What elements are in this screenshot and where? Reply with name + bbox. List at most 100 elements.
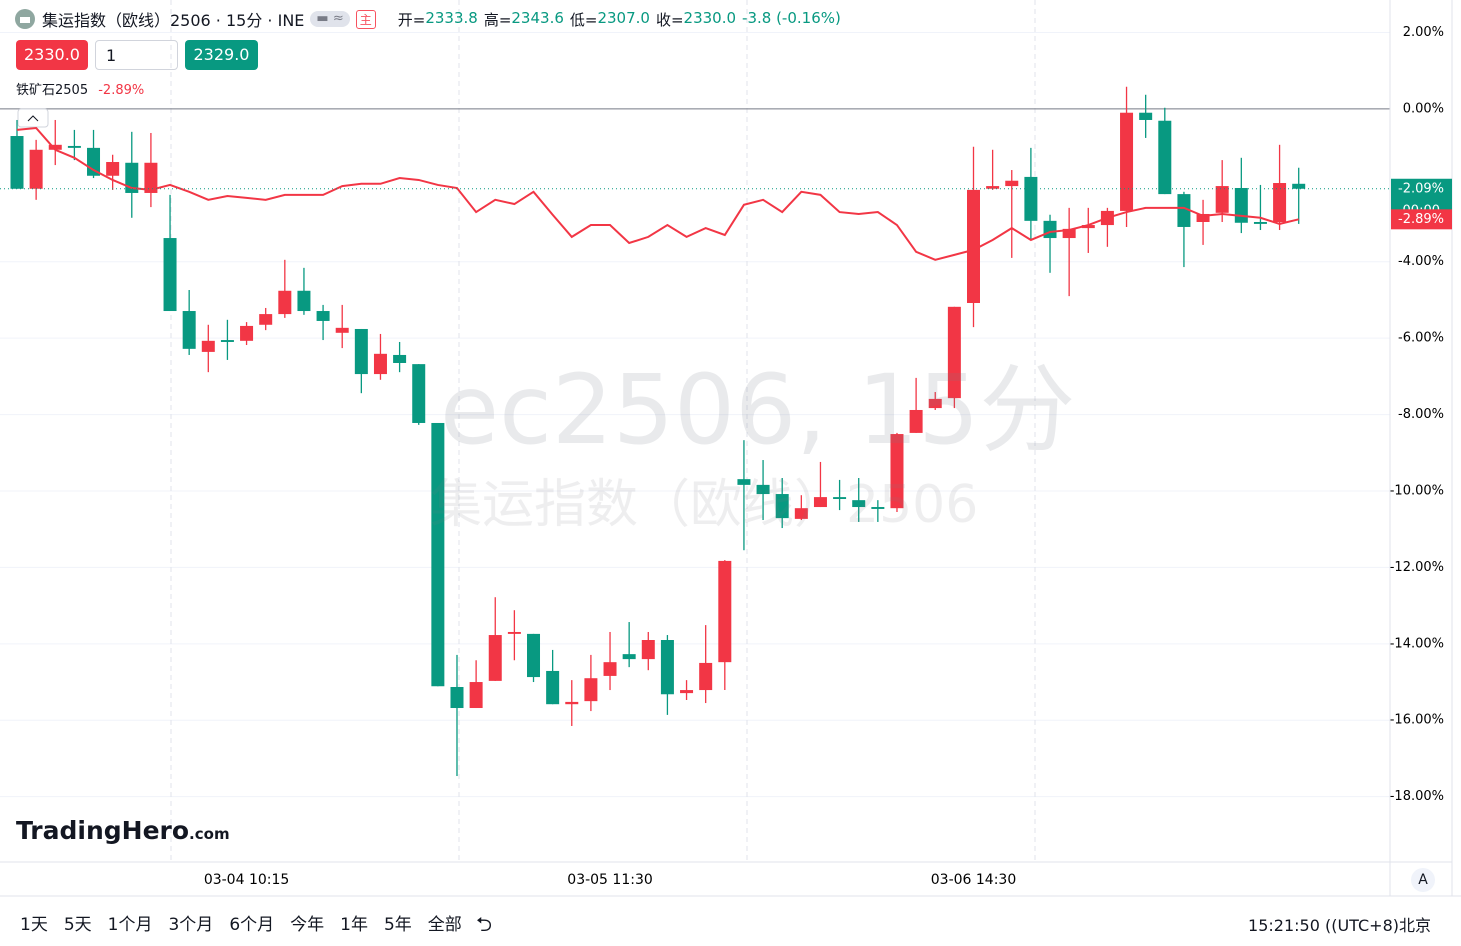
- ohlc-label: 高=: [483, 10, 512, 29]
- candle-body: [354, 328, 368, 375]
- ohlc-value: 2343.6: [511, 8, 564, 27]
- buy-button[interactable]: 2329.0: [185, 40, 258, 70]
- period-button[interactable]: 1个月: [107, 915, 153, 935]
- collapse-button: [17, 108, 49, 128]
- candle-body: [431, 422, 445, 687]
- candle-body: [660, 640, 674, 695]
- candle-body: [240, 325, 254, 341]
- compare-legend: 铁矿石2505 -2.89%: [16, 79, 144, 98]
- candle-body: [412, 364, 426, 423]
- ohlc-value: 2330.0: [683, 8, 737, 27]
- logo-suffix: .com: [189, 825, 230, 843]
- candle-body: [794, 508, 808, 519]
- period-button[interactable]: 6个月: [229, 915, 275, 935]
- candle-body: [718, 560, 732, 663]
- candle-body: [1196, 213, 1210, 222]
- y-tick-label: -8.00%: [1398, 407, 1444, 422]
- candle-body: [450, 687, 464, 709]
- y-tick-label: -18.00%: [1390, 789, 1444, 804]
- period-button[interactable]: 1天: [20, 915, 48, 935]
- candle-body: [335, 327, 349, 333]
- watermark-sub: 集运指数（欧线）2506: [430, 475, 979, 535]
- candle-body: [10, 136, 24, 189]
- candle-body: [1005, 180, 1019, 187]
- y-tick-label: -16.00%: [1390, 713, 1444, 728]
- candle-body: [1139, 112, 1153, 120]
- candle-body: [986, 186, 1000, 189]
- candle-body: [928, 398, 942, 409]
- candle-body: [67, 145, 81, 148]
- candle-body: [890, 434, 904, 509]
- auto-scale[interactable]: A: [1411, 868, 1435, 892]
- candle-body: [182, 311, 196, 349]
- candle-body: [1043, 220, 1057, 239]
- candle-body: [775, 494, 789, 519]
- logo-name: TradingHero: [16, 816, 190, 845]
- candle-body: [1158, 120, 1172, 195]
- quantity-input[interactable]: 1: [95, 40, 178, 70]
- y-tick-label: -4.00%: [1398, 254, 1444, 269]
- compare-name: 铁矿石2505: [16, 83, 89, 98]
- candle-body: [813, 497, 827, 508]
- candle-body: [622, 654, 636, 660]
- candle-body: [220, 340, 234, 342]
- watermark: ec2506, 15分: [440, 354, 1076, 466]
- candle-body: [373, 353, 387, 375]
- candle-body: [565, 701, 579, 705]
- ohlc-value: 2333.8: [425, 8, 478, 27]
- sell-button[interactable]: 2330.0: [16, 40, 88, 70]
- ohlc-change: -3.8 (-0.16%): [742, 8, 841, 27]
- x-tick-label: 03-05 11:30: [567, 872, 652, 888]
- candle-body: [1253, 221, 1267, 224]
- candle-body: [1024, 176, 1038, 221]
- visibility-toggle[interactable]: ▬ ≈: [310, 11, 350, 27]
- candle-body: [947, 306, 961, 399]
- symbol[interactable]: 集运指数（欧线）2506 · 15分 · INE: [42, 11, 305, 30]
- main-badge: 主: [355, 9, 376, 29]
- symbol-icon: [15, 9, 35, 29]
- candle-body: [967, 189, 980, 303]
- candle-body: [163, 238, 177, 312]
- x-tick-label: 03-06 14:30: [931, 872, 1016, 888]
- candle-body: [393, 354, 407, 363]
- ohlc-label: 收=: [655, 10, 684, 29]
- x-tick-label: 03-04 10:15: [204, 872, 289, 888]
- candle-body: [833, 497, 847, 500]
- collapse-icon: [27, 115, 39, 122]
- candle-body: [1273, 183, 1287, 222]
- candle-body: [527, 633, 541, 678]
- candle-body: [469, 682, 483, 709]
- candle-body: [909, 409, 923, 433]
- candle-body: [699, 662, 713, 691]
- period-bar: 1天 5天 1个月 3个月 6个月 今年 1年 5年 全部: [20, 910, 462, 935]
- candle-body: [1234, 187, 1248, 223]
- replay-button[interactable]: ⮌: [476, 912, 493, 936]
- compare-line: [16, 126, 1299, 261]
- clock: 15:21:50 ((UTC+8)北京: [1248, 916, 1431, 935]
- y-tick-label: 0.00%: [1403, 101, 1444, 116]
- logo: TradingHero.com: [16, 816, 230, 845]
- ohlc-value: 2307.0: [597, 8, 650, 27]
- candle-body: [488, 635, 502, 681]
- period-button[interactable]: 5年: [383, 915, 412, 935]
- y-tick-label: -10.00%: [1390, 483, 1444, 498]
- candle-body: [756, 484, 770, 495]
- candle-body: [546, 670, 560, 705]
- header: 集运指数（欧线）2506 · 15分 · INE ▬ ≈ 主 开= 2333.8 高…: [14, 8, 847, 30]
- candle-body: [680, 690, 694, 694]
- candle-body: [737, 479, 751, 485]
- period-button[interactable]: 5天: [63, 915, 92, 935]
- period-button[interactable]: 3个月: [168, 915, 214, 935]
- candle-body: [507, 631, 521, 634]
- candle-body: [29, 149, 43, 189]
- period-button[interactable]: 今年: [290, 915, 325, 935]
- compare-value: -2.89%: [98, 83, 145, 98]
- period-button[interactable]: 1年: [340, 915, 368, 935]
- candle-body: [1215, 186, 1229, 213]
- y-tick-label: -6.00%: [1398, 331, 1444, 346]
- candle-body: [641, 640, 655, 660]
- period-button[interactable]: 全部: [427, 915, 462, 935]
- candle-body: [106, 162, 120, 176]
- candle-body: [297, 290, 311, 312]
- candle-body: [1062, 228, 1076, 239]
